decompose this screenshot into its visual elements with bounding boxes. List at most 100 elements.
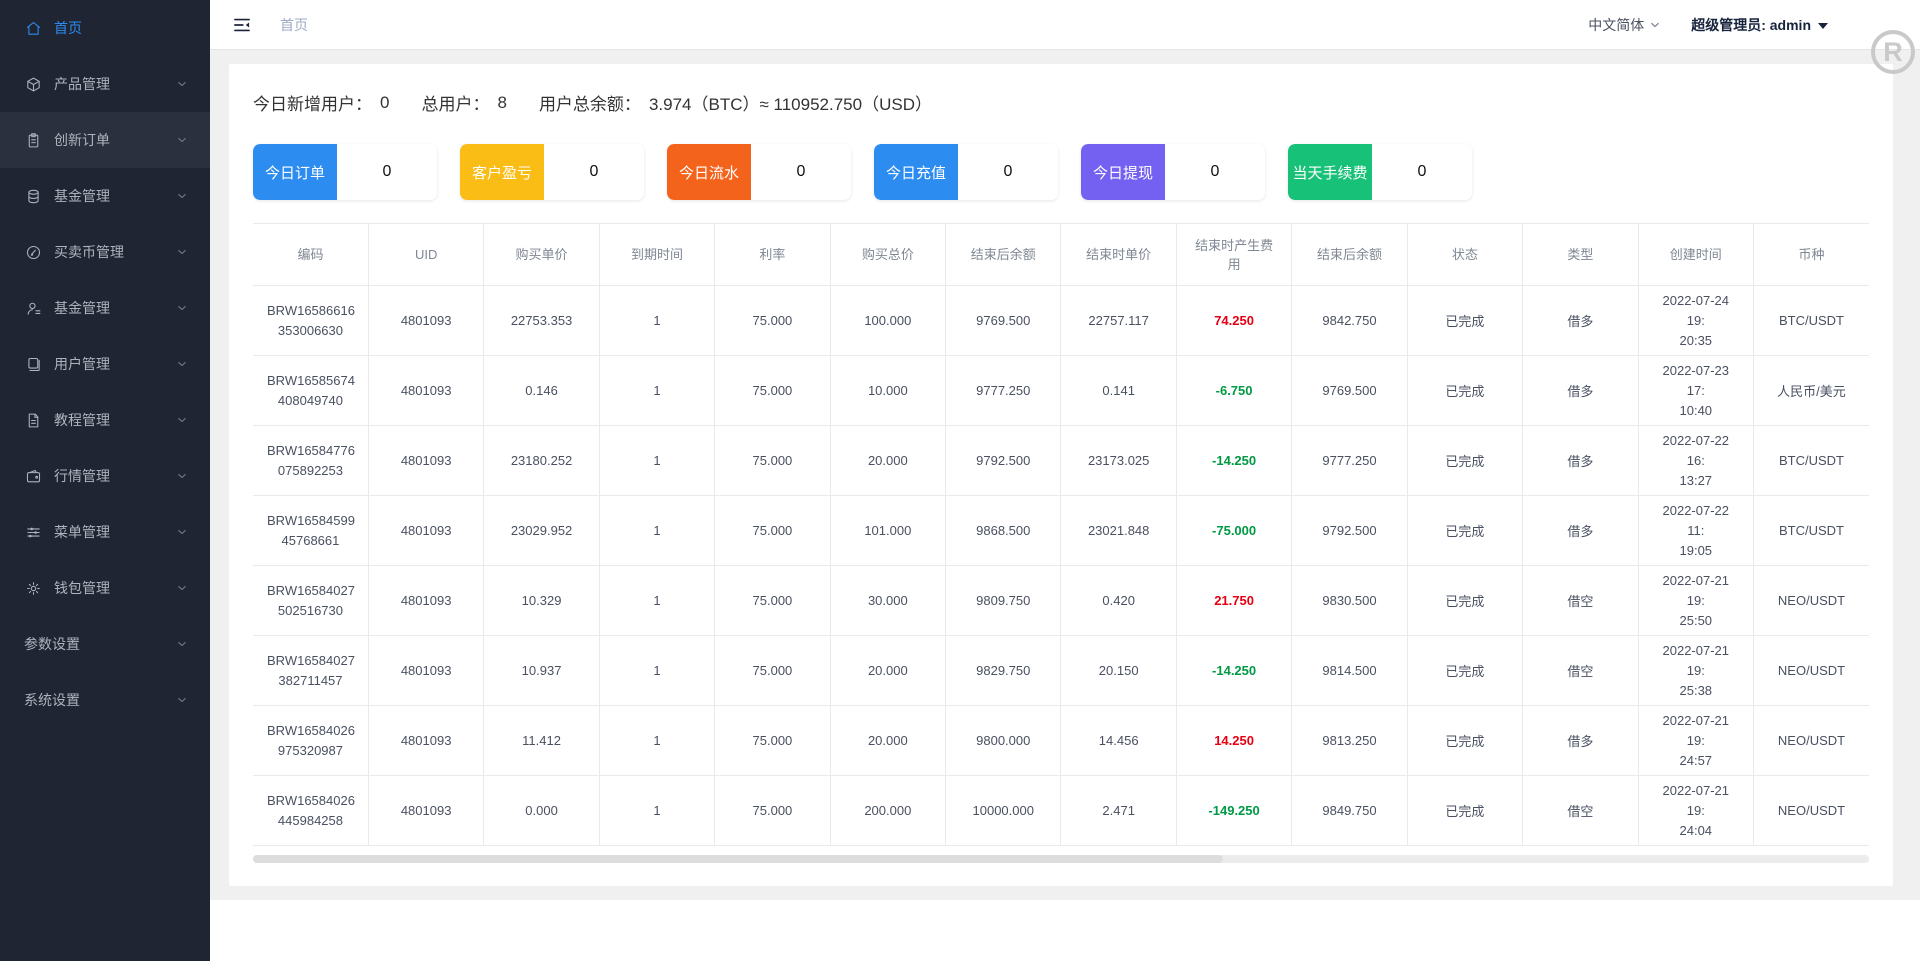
chevron-down-icon — [176, 358, 188, 370]
overview-stat-label: 总用户： — [421, 95, 490, 114]
sidebar-item-product[interactable]: 产品管理 — [0, 56, 210, 112]
table-row: BRW16584027 382711457 4801093 10.937 1 75.00… — [253, 635, 1869, 706]
table-cell: 100.000 — [830, 285, 947, 356]
sidebar-item-fund-2[interactable]: 基金管理 — [0, 280, 210, 336]
table-cell: 借多 — [1522, 495, 1639, 566]
stat-card-value: 0 — [796, 163, 806, 180]
table-cell: 75.000 — [714, 565, 831, 636]
table-cell: 已完成 — [1407, 285, 1524, 356]
sidebar-item-innovation-order[interactable]: 创新订单 — [0, 112, 210, 168]
table-cell: 4801093 — [368, 565, 485, 636]
language-selector[interactable]: 中文简体 — [1588, 15, 1661, 35]
gear-icon — [24, 579, 42, 597]
table-cell: 0.146 — [483, 355, 600, 426]
stat-card-value: 0 — [382, 163, 392, 180]
table-cell: 9830.500 — [1291, 565, 1408, 636]
table-cell: 借多 — [1522, 705, 1639, 776]
table-cell: BTC/USDT — [1753, 285, 1869, 356]
column-header: 创建时间 — [1638, 223, 1754, 286]
table-cell: 已完成 — [1407, 635, 1524, 706]
caret-down-icon — [1818, 22, 1828, 29]
table-cell: 9777.250 — [945, 355, 1062, 426]
sidebar-item-fund[interactable]: 基金管理 — [0, 168, 210, 224]
sidebar-item-params[interactable]: 参数设置 — [0, 616, 210, 672]
column-header: 结束时产生费用 — [1176, 223, 1293, 286]
table-cell: 0.141 — [1060, 355, 1177, 426]
table-row: BRW16584027 502516730 4801093 10.329 1 75.00… — [253, 565, 1869, 636]
cube-icon — [24, 75, 42, 93]
table-cell: 9792.500 — [1291, 495, 1408, 566]
table-cell: BRW16586616 353006630 — [253, 285, 369, 356]
sidebar-fold-icon[interactable] — [232, 15, 252, 35]
table-cell: BTC/USDT — [1753, 425, 1869, 496]
sidebar-item-system[interactable]: 系统设置 — [0, 672, 210, 728]
table-cell: 23180.252 — [483, 425, 600, 496]
table-cell: 23173.025 — [1060, 425, 1177, 496]
overview-stat-label: 今日新增用户： — [253, 95, 372, 114]
stat-card-label: 当天手续费 — [1288, 144, 1372, 200]
table-cell: 200.000 — [830, 775, 947, 846]
table-cell: 1 — [599, 775, 716, 846]
table-cell: 2022-07-23 17: 10:40 — [1638, 355, 1754, 426]
table-cell: 9809.750 — [945, 565, 1062, 636]
table-cell: 已完成 — [1407, 705, 1524, 776]
table-cell: 4801093 — [368, 425, 485, 496]
column-header: 结束后余额 — [1291, 223, 1408, 286]
table-cell: 1 — [599, 285, 716, 356]
table-cell: BRW16584776 075892253 — [253, 425, 369, 496]
stat-card: 当天手续费 0 — [1288, 144, 1472, 200]
table-cell: 75.000 — [714, 775, 831, 846]
table-cell: 已完成 — [1407, 565, 1524, 636]
sidebar-item-market[interactable]: 行情管理 — [0, 448, 210, 504]
column-header: 编码 — [253, 223, 369, 286]
table-cell: 借多 — [1522, 285, 1639, 356]
table-cell: 74.250 — [1176, 285, 1293, 356]
table-cell: -149.250 — [1176, 775, 1293, 846]
sidebar-item-home[interactable]: 首页 — [0, 0, 210, 56]
table-cell: 1 — [599, 635, 716, 706]
chevron-down-icon — [176, 302, 188, 314]
chevron-down-icon — [176, 414, 188, 426]
scrollbar-thumb[interactable] — [253, 855, 1223, 863]
table-cell: 2022-07-21 19: 25:38 — [1638, 635, 1754, 706]
breadcrumb[interactable]: 首页 — [280, 16, 308, 33]
overview-stat-value: 0 — [380, 92, 390, 112]
table-cell: 10000.000 — [945, 775, 1062, 846]
chevron-down-icon — [1651, 22, 1660, 27]
table-cell: -14.250 — [1176, 635, 1293, 706]
table-cell: 0.420 — [1060, 565, 1177, 636]
table-cell: 4801093 — [368, 285, 485, 356]
horizontal-scrollbar[interactable] — [253, 855, 1869, 863]
chevron-down-icon — [176, 582, 188, 594]
book-icon — [24, 355, 42, 373]
table-cell: 9829.750 — [945, 635, 1062, 706]
table-cell: BRW16585674 408049740 — [253, 355, 369, 426]
overview-stat-label: 用户总余额： — [538, 95, 641, 114]
user-stats-line: 今日新增用户： 0 总用户： 8 用户总余额： 3.974（BTC）≈ 110952.75… — [253, 90, 1869, 115]
table-cell: BRW16584026 445984258 — [253, 775, 369, 846]
table-row: BRW16584026 445984258 4801093 0.000 1 75.000… — [253, 775, 1869, 846]
table-cell: BRW16584027 382711457 — [253, 635, 369, 706]
table-cell: 21.750 — [1176, 565, 1293, 636]
sidebar: 首页 产品管理 创新订单 基金管理 买卖币管理 基金管理 用户管理 — [0, 0, 210, 961]
sidebar-item-tutorial[interactable]: 教程管理 — [0, 392, 210, 448]
table-row: BRW16584776 075892253 4801093 23180.252 1 75… — [253, 425, 1869, 496]
sidebar-item-wallet[interactable]: 钱包管理 — [0, 560, 210, 616]
table-cell: 2022-07-24 19: 20:35 — [1638, 285, 1754, 356]
chevron-down-icon — [176, 134, 188, 146]
sidebar-item-user[interactable]: 用户管理 — [0, 336, 210, 392]
sidebar-item-menu[interactable]: 菜单管理 — [0, 504, 210, 560]
language-label: 中文简体 — [1588, 16, 1645, 33]
table-cell: 10.329 — [483, 565, 600, 636]
admin-dropdown[interactable]: 超级管理员: admin — [1691, 15, 1828, 35]
table-cell: 2022-07-22 16: 13:27 — [1638, 425, 1754, 496]
stat-card-label: 今日流水 — [667, 144, 751, 200]
table-cell: 1 — [599, 355, 716, 426]
table-cell: 借空 — [1522, 775, 1639, 846]
sidebar-item-trade-coin[interactable]: 买卖币管理 — [0, 224, 210, 280]
column-header: 到期时间 — [599, 223, 716, 286]
table-cell: -75.000 — [1176, 495, 1293, 566]
table-cell: 9800.000 — [945, 705, 1062, 776]
table-cell: 75.000 — [714, 285, 831, 356]
